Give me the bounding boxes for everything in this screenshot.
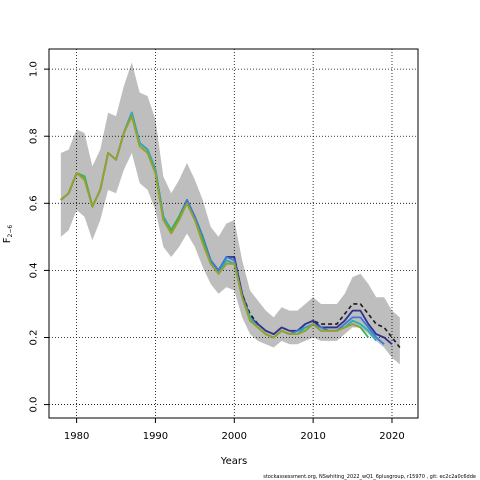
x-axis-title: Years xyxy=(220,456,247,467)
x-tick-label: 2010 xyxy=(300,431,325,442)
x-tick-label: 1980 xyxy=(64,431,89,442)
y-axis-title-main: F xyxy=(2,237,13,243)
x-tick-label: 2020 xyxy=(379,431,404,442)
y-tick-label: 0.8 xyxy=(29,128,40,144)
plot-frame xyxy=(48,48,419,419)
x-tick-label: 2000 xyxy=(222,431,247,442)
y-tick-label: 0.2 xyxy=(29,330,40,346)
footnote: stockassessment.org, NSwhiting_2022_wQ1_… xyxy=(263,474,476,480)
y-tick-label: 1.0 xyxy=(29,61,40,77)
y-axis-title: F2−6 xyxy=(2,225,14,244)
axis-layer: 1980 1990 2000 2010 2020 0.0 0.2 0.4 0.6 0.8 1.0 xyxy=(29,61,405,442)
y-tick-label: 0.6 xyxy=(29,195,40,211)
y-tick-label: 0.0 xyxy=(29,397,40,413)
series-layer xyxy=(60,111,401,349)
band-layer xyxy=(60,62,400,365)
series-line-5 xyxy=(60,115,361,339)
x-tick-label: 1990 xyxy=(143,431,168,442)
y-tick-label: 0.4 xyxy=(29,262,40,278)
confidence-band xyxy=(60,62,400,365)
y-axis-title-subscript: 2−6 xyxy=(7,225,14,238)
